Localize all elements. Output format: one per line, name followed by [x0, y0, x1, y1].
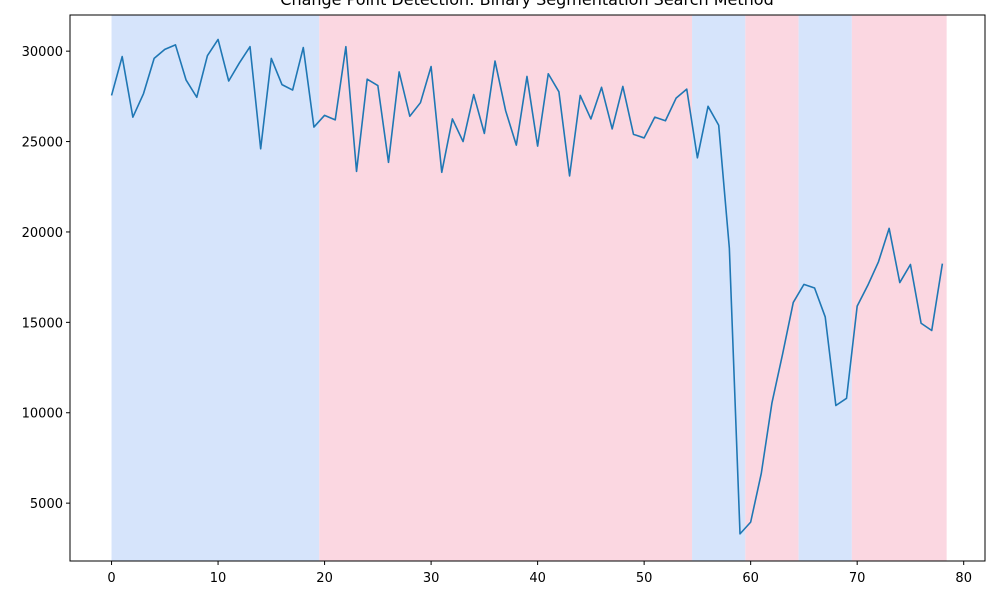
x-tick-label: 60	[742, 571, 759, 586]
y-tick-label: 10000	[22, 407, 63, 422]
segment-bands	[111, 15, 947, 561]
x-ticks: 0 10 20 30 40 50 60 70 80	[107, 561, 972, 586]
x-tick-label: 10	[210, 571, 227, 586]
segment-band-2	[692, 15, 746, 561]
segment-band-4	[798, 15, 852, 561]
y-tick-label: 15000	[22, 316, 63, 331]
segment-band-0	[111, 15, 320, 561]
axes-frame	[69, 14, 986, 562]
y-tick-label: 30000	[22, 45, 63, 60]
x-tick-label: 50	[636, 571, 653, 586]
x-tick-label: 70	[849, 571, 866, 586]
segment-band-5	[851, 15, 947, 561]
segment-band-3	[745, 15, 799, 561]
x-tick-label: 30	[423, 571, 440, 586]
plot-frame	[69, 14, 986, 562]
x-tick-label: 40	[529, 571, 546, 586]
segment-band-1	[319, 15, 693, 561]
x-tick-label: 20	[316, 571, 333, 586]
series-line-0	[110, 38, 944, 535]
y-tick-label: 20000	[22, 226, 63, 241]
chart-title: Change Point Detection: Binary Segmentat…	[280, 0, 773, 9]
x-tick-label: 80	[955, 571, 972, 586]
y-ticks: 5000 10000 15000 20000 25000 30000	[22, 45, 70, 512]
y-tick-label: 5000	[30, 497, 63, 512]
x-tick-label: 0	[107, 571, 115, 586]
y-tick-label: 25000	[22, 136, 63, 151]
data-line-group	[110, 38, 944, 535]
